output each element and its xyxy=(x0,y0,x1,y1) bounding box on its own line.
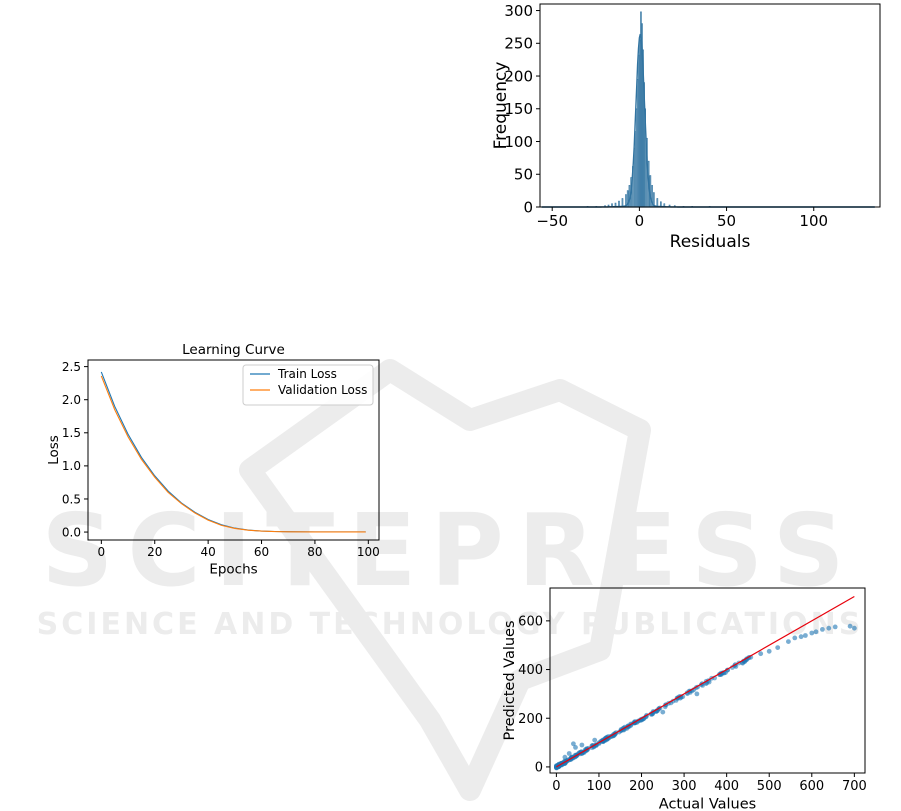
scatter-point xyxy=(660,709,666,715)
x-tick-label: 80 xyxy=(307,545,322,559)
x-tick-label: 100 xyxy=(587,779,612,794)
identity-line xyxy=(556,595,855,768)
x-axis-label: Epochs xyxy=(209,562,257,578)
watermark-small-text: SCIENCE AND TECHNOLOGY PUBLICATIONS xyxy=(37,607,864,642)
watermark-logo xyxy=(239,359,651,801)
scatter-point xyxy=(792,635,798,641)
y-tick-label: 2.0 xyxy=(62,393,81,407)
x-tick-label: 700 xyxy=(842,779,867,794)
x-tick-label: 600 xyxy=(799,779,824,794)
x-tick-label: 200 xyxy=(629,779,654,794)
scatter-point xyxy=(809,630,815,636)
x-axis-label: Residuals xyxy=(670,232,751,252)
plot-frame xyxy=(539,3,881,208)
x-tick-label: 40 xyxy=(200,545,215,559)
y-tick-label: 400 xyxy=(518,663,543,678)
y-axis-label: Predicted Values xyxy=(502,620,518,740)
legend-box xyxy=(242,364,374,406)
x-tick-label: −50 xyxy=(536,212,568,230)
scatter-point xyxy=(592,737,598,743)
plot-frame xyxy=(549,587,866,774)
watermark-big-text: SCITEPRESS xyxy=(41,492,858,609)
x-tick-label: 50 xyxy=(717,212,736,230)
y-tick-label: 1.0 xyxy=(62,459,81,473)
kde-curve xyxy=(541,33,875,208)
scatter-point xyxy=(573,745,578,750)
scatter-point xyxy=(820,627,825,632)
plot-frame xyxy=(87,359,380,541)
series-line-validation-loss xyxy=(100,375,366,533)
chart-title: Learning Curve xyxy=(182,342,285,358)
y-tick-label: 0.0 xyxy=(62,525,81,539)
x-tick-label: 0 xyxy=(635,212,645,230)
y-tick-label: 150 xyxy=(504,100,533,118)
y-tick-label: 0 xyxy=(523,198,533,216)
y-tick-label: 50 xyxy=(514,166,533,184)
scatter-point xyxy=(775,645,781,650)
x-tick-label: 300 xyxy=(672,779,697,794)
y-tick-label: 250 xyxy=(504,35,533,53)
scatter-point xyxy=(798,634,804,640)
x-tick-label: 100 xyxy=(799,212,828,230)
scatter-point xyxy=(832,624,838,630)
y-tick-label: 0 xyxy=(535,761,543,776)
x-tick-label: 500 xyxy=(757,779,782,794)
scatter-point xyxy=(571,741,576,747)
scatter-point xyxy=(766,648,772,654)
scatter-point xyxy=(566,751,572,756)
legend-label: Train Loss xyxy=(277,367,337,381)
actual-vs-predicted-chart: 0 100 200 300 400 500 600 700 0 200 400 600 Actual V… xyxy=(502,587,867,811)
y-axis-label: Frequency xyxy=(491,62,511,150)
y-tick-label: 0.5 xyxy=(62,492,81,506)
x-tick-label: 400 xyxy=(714,779,739,794)
scatter-point xyxy=(847,623,853,629)
y-tick-label: 1.5 xyxy=(62,426,81,440)
scatter-point xyxy=(786,639,791,644)
x-axis-label: Actual Values xyxy=(659,797,756,811)
residuals-histogram: −50 0 50 100050100150200250300ResidualsFreq… xyxy=(491,2,881,252)
y-tick-label: 100 xyxy=(504,133,533,151)
x-tick-label: 0 xyxy=(552,779,560,794)
scatter-point xyxy=(813,629,819,635)
x-tick-label: 100 xyxy=(357,545,380,559)
x-tick-label: 60 xyxy=(254,545,269,559)
y-tick-label: 600 xyxy=(518,615,543,630)
scatter-point xyxy=(852,625,857,631)
y-tick-label: 2.5 xyxy=(62,360,81,374)
scatter-point xyxy=(562,754,568,760)
y-tick-label: 200 xyxy=(518,712,543,727)
scatter-point xyxy=(758,651,764,657)
scatter-point xyxy=(694,691,700,697)
y-axis-label: Loss xyxy=(46,435,62,465)
learning-curve-chart: 0 20 40 60 80 100 0.0 0.5 1.0 1.5 2.0 2.5 Epochs Loss… xyxy=(46,342,380,578)
scatter-point xyxy=(803,633,808,638)
legend-label: Validation Loss xyxy=(278,383,367,397)
y-tick-label: 300 xyxy=(504,2,533,20)
scatter-point xyxy=(579,742,585,748)
scatter-point xyxy=(826,625,832,631)
x-tick-label: 20 xyxy=(147,545,162,559)
x-tick-label: 0 xyxy=(98,545,106,559)
y-tick-label: 200 xyxy=(504,67,533,85)
